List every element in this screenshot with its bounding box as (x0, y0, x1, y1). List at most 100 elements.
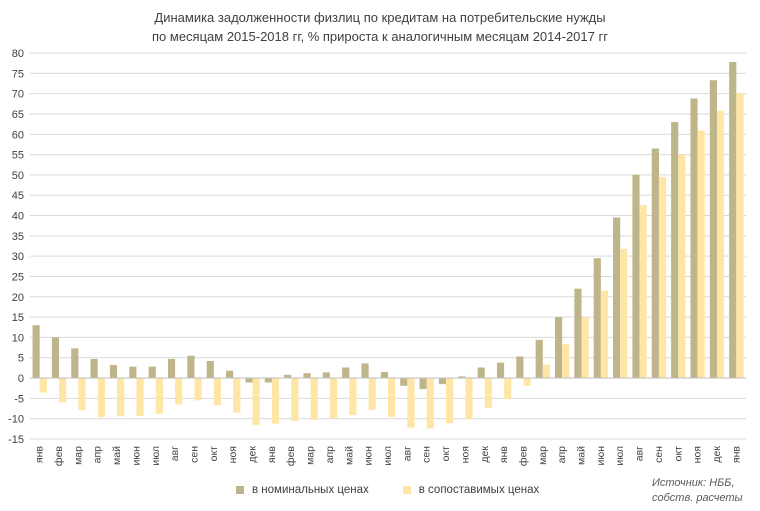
y-tick-label: 30 (12, 251, 24, 263)
bar-real (175, 378, 183, 405)
bar-real (39, 378, 47, 393)
x-tick-label: июн (130, 446, 142, 466)
legend-swatch-nominal (236, 486, 244, 494)
bar-real (388, 378, 396, 418)
legend-swatch-real (402, 486, 411, 494)
bar-nominal (129, 366, 137, 379)
x-tick-label: ноя (692, 446, 704, 463)
bar-nominal (438, 378, 447, 385)
x-tick-label: май (576, 446, 588, 465)
bar-nominal (148, 366, 156, 379)
bars (32, 61, 744, 429)
x-tick-label: янв (730, 446, 742, 463)
y-tick-label: 25 (12, 271, 24, 283)
bar-real (155, 378, 163, 414)
bar-nominal (187, 355, 195, 379)
bar-real (310, 378, 318, 420)
bar-real (78, 378, 86, 411)
y-tick-label: 80 (12, 48, 24, 60)
bar-real (600, 290, 609, 379)
bar-real (639, 204, 647, 379)
bar-real (194, 378, 202, 401)
bar-real (291, 378, 299, 422)
bar-real (271, 378, 280, 424)
x-tick-label: окт (440, 446, 452, 462)
bar-nominal (535, 339, 543, 379)
bar-nominal (690, 98, 698, 379)
x-tick-label: окт (208, 446, 220, 462)
x-tick-label: июн (595, 446, 607, 466)
bar-real (349, 378, 357, 416)
y-tick-label: 35 (12, 231, 24, 243)
bar-nominal (709, 80, 717, 379)
y-tick-label: 55 (12, 150, 24, 162)
chart-title: Динамика задолженности физлиц по кредита… (0, 8, 760, 46)
bar-nominal (303, 373, 311, 379)
legend-item-nominal: в номинальных ценах (236, 484, 369, 496)
bar-real (562, 344, 570, 379)
x-tick-label: янв (266, 446, 278, 463)
bar-nominal (400, 378, 408, 386)
bar-nominal (419, 378, 427, 390)
x-tick-label: апр (556, 446, 568, 464)
x-tick-label: фев (285, 446, 297, 466)
bar-nominal (632, 174, 640, 379)
bar-real (59, 378, 67, 403)
bar-nominal (284, 374, 292, 379)
bar-real (504, 378, 512, 400)
x-tick-label: дек (479, 446, 491, 463)
bar-real (368, 378, 376, 410)
bar-real (697, 130, 705, 379)
legend: в номинальных ценах в сопоставимых ценах (236, 484, 573, 496)
bar-nominal (342, 367, 350, 379)
bar-real (136, 378, 144, 416)
bar-real (213, 378, 221, 406)
x-tick-label: авг (401, 446, 413, 461)
bar-real (678, 154, 686, 379)
bar-nominal (593, 258, 601, 379)
x-tick-label: мар (305, 446, 317, 465)
bar-real (620, 248, 628, 379)
y-tick-label: 75 (12, 68, 24, 80)
bar-nominal (264, 378, 272, 383)
source-line-2: собств. расчеты (652, 492, 743, 504)
legend-label-real: в сопоставимых ценах (418, 484, 540, 496)
y-tick-label: 65 (12, 109, 24, 121)
x-tick-label: ноя (459, 446, 471, 463)
y-tick-label: 70 (12, 89, 24, 101)
y-tick-label: -15 (8, 434, 24, 446)
x-tick-label: сен (421, 446, 433, 463)
bar-real (97, 378, 105, 418)
bar-real (407, 378, 415, 428)
bar-real (252, 378, 260, 426)
bar-nominal (574, 288, 582, 379)
x-tick-label: июн (363, 446, 375, 466)
bar-real (117, 378, 125, 417)
x-tick-label: сен (188, 446, 200, 463)
x-tick-label: мар (72, 446, 84, 465)
bar-nominal (651, 148, 659, 379)
source-note: Источник: НББ, собств. расчеты (652, 476, 743, 506)
x-tick-label: май (343, 446, 355, 465)
bar-nominal (458, 376, 466, 379)
bar-nominal (109, 365, 118, 379)
bar-nominal (245, 378, 253, 383)
bar-real (736, 93, 744, 379)
x-tick-label: окт (672, 446, 684, 462)
y-tick-label: -10 (8, 414, 24, 426)
y-tick-label: 50 (12, 170, 24, 182)
bar-nominal (729, 61, 737, 379)
x-tick-label: дек (247, 446, 259, 463)
x-tick-label: апр (92, 446, 104, 464)
bar-real (426, 378, 434, 429)
chart-title-line-2: по месяцам 2015-2018 гг, % прироста к ан… (152, 29, 608, 44)
x-tick-label: янв (34, 446, 46, 463)
bar-nominal (226, 370, 234, 379)
bar-nominal (71, 348, 79, 379)
bar-nominal (516, 356, 524, 379)
y-tick-label: 40 (12, 211, 24, 223)
bar-nominal (32, 325, 40, 379)
bar-real (465, 378, 473, 420)
y-tick-label: 60 (12, 129, 24, 141)
bar-nominal (90, 358, 98, 379)
